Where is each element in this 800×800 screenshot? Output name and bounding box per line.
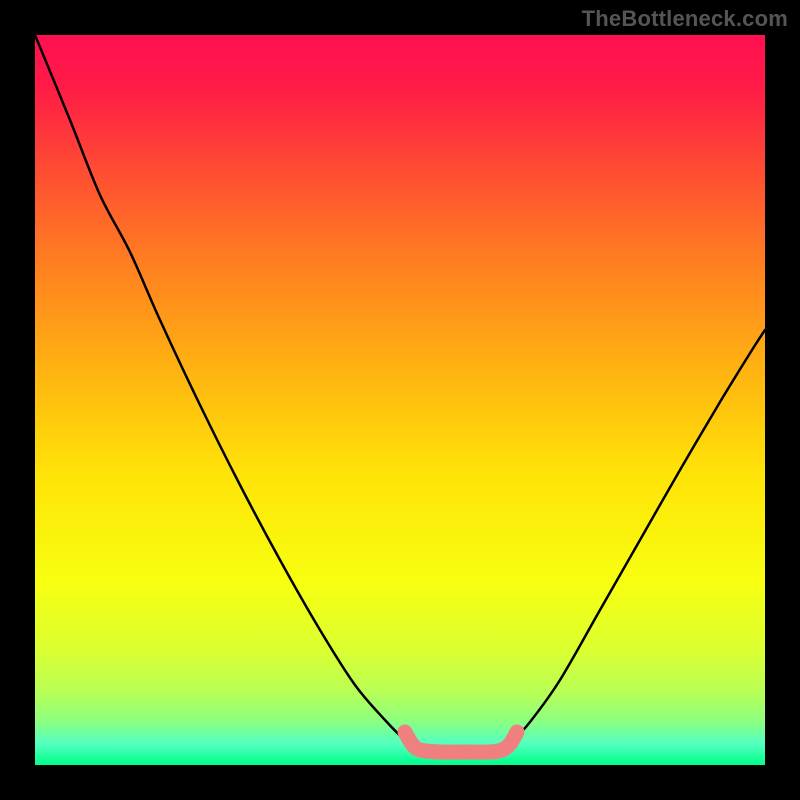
bottleneck-curve-chart [0, 0, 800, 800]
plot-area [0, 0, 800, 800]
chart-frame: TheBottleneck.com [0, 0, 800, 800]
watermark-text: TheBottleneck.com [582, 6, 788, 32]
gradient-background [35, 35, 765, 765]
